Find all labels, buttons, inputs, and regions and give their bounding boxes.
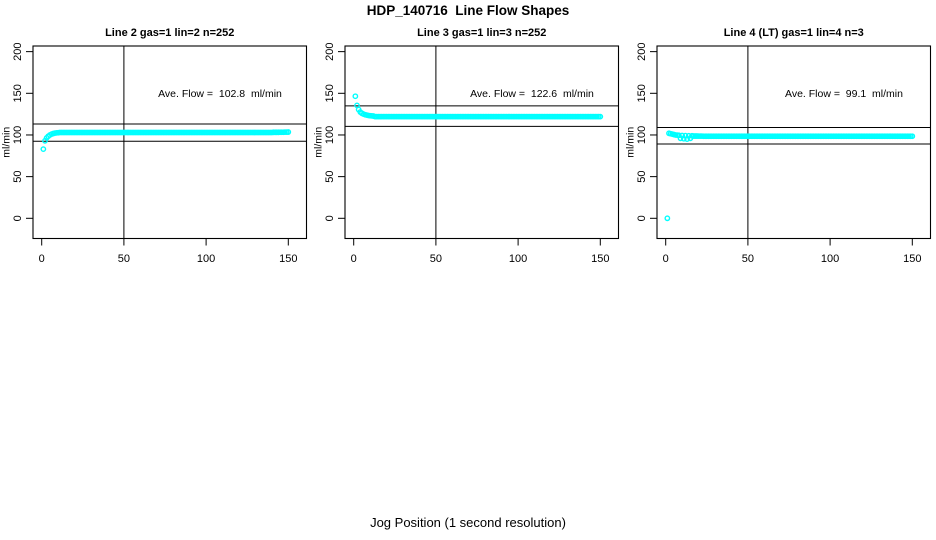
panel-line2: Line 2 gas=1 lin=2 n=252 0 50 100 150 0 50 100 1… xyxy=(0,0,312,300)
x-tick-label: 150 xyxy=(279,253,297,265)
plot-panels: Line 2 gas=1 lin=2 n=252 0 50 100 150 0 50 100 1… xyxy=(0,0,936,300)
y-tick-label: 100 xyxy=(12,126,24,144)
x-tick-label: 0 xyxy=(663,253,669,265)
y-tick-label: 0 xyxy=(636,215,648,221)
y-tick-label: 200 xyxy=(12,42,24,60)
y-tick-label: 150 xyxy=(324,84,336,102)
y-axis-label: ml/min xyxy=(313,127,325,158)
panel-line2-plot: Line 2 gas=1 lin=2 n=252 0 50 100 150 0 50 100 1… xyxy=(1,27,308,265)
x-tick-label: 0 xyxy=(39,253,45,265)
panel-title: Line 2 gas=1 lin=2 n=252 xyxy=(105,27,234,39)
y-tick-label: 50 xyxy=(324,171,336,183)
y-tick-label: 0 xyxy=(12,215,24,221)
average-flow-annotation: Ave. Flow = 102.8 ml/min xyxy=(158,88,282,100)
data-point xyxy=(664,215,671,222)
y-tick-label: 50 xyxy=(12,171,24,183)
data-point xyxy=(909,133,916,140)
x-tick-label: 0 xyxy=(351,253,357,265)
plot-box xyxy=(656,45,932,240)
y-tick-label: 200 xyxy=(636,42,648,60)
y-tick-label: 100 xyxy=(636,126,648,144)
y-tick-label: 50 xyxy=(636,171,648,183)
panel-line4-plot: Line 4 (LT) gas=1 lin=4 n=3 0 50 100 150 0 50 1… xyxy=(625,27,932,265)
x-axis-label: Jog Position (1 second resolution) xyxy=(370,515,566,530)
main-title: HDP_140716 Line Flow Shapes xyxy=(366,3,570,18)
average-flow-annotation: Ave. Flow = 122.6 ml/min xyxy=(470,88,594,100)
x-tick-label: 150 xyxy=(903,253,921,265)
x-tick-label: 100 xyxy=(509,253,527,265)
x-tick-label: 50 xyxy=(430,253,442,265)
plot-box xyxy=(32,45,308,240)
average-flow-annotation: Ave. Flow = 99.1 ml/min xyxy=(785,88,903,100)
data-point xyxy=(285,129,292,135)
x-tick-label: 50 xyxy=(118,253,130,265)
x-tick-label: 100 xyxy=(821,253,839,265)
panel-line3-plot: Line 3 gas=1 lin=3 n=252 0 50 100 150 0 50 100 1… xyxy=(313,27,620,265)
y-tick-label: 100 xyxy=(324,126,336,144)
data-point xyxy=(597,113,604,120)
y-axis-label: ml/min xyxy=(625,127,637,158)
panel-title: Line 3 gas=1 lin=3 n=252 xyxy=(417,27,546,39)
y-tick-label: 150 xyxy=(12,84,24,102)
y-tick-label: 200 xyxy=(324,42,336,60)
x-tick-label: 100 xyxy=(197,253,215,265)
panel-line3: Line 3 gas=1 lin=3 n=252 0 50 100 150 0 50 100 1… xyxy=(312,0,624,300)
y-tick-label: 0 xyxy=(324,215,336,221)
x-tick-label: 50 xyxy=(742,253,754,265)
panel-title: Line 4 (LT) gas=1 lin=4 n=3 xyxy=(724,27,864,39)
x-tick-label: 150 xyxy=(591,253,609,265)
y-axis-label: ml/min xyxy=(1,127,13,158)
plot-box xyxy=(344,45,620,240)
data-point xyxy=(40,146,47,153)
y-tick-label: 150 xyxy=(636,84,648,102)
data-point xyxy=(352,93,359,100)
panel-line4: Line 4 (LT) gas=1 lin=4 n=3 0 50 100 150 0 50 1… xyxy=(624,0,936,300)
